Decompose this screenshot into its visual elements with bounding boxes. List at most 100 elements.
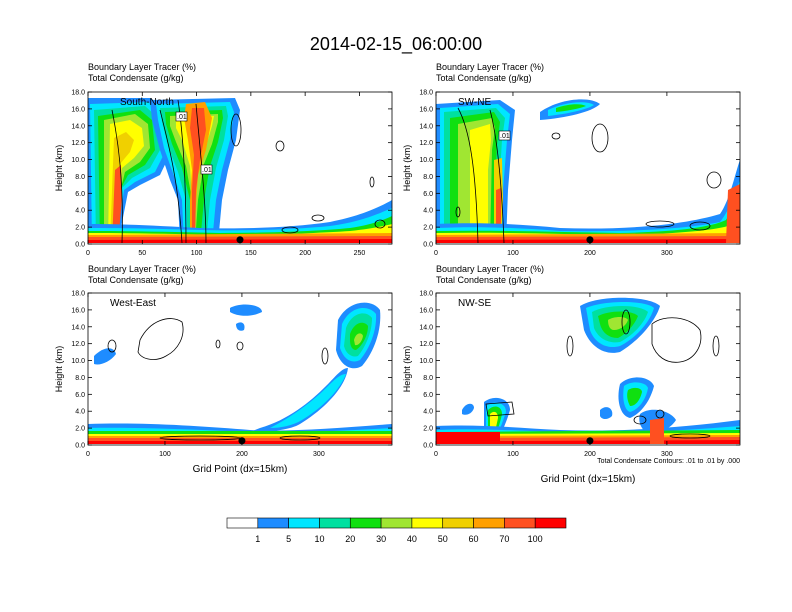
- colorbar-swatch: [411, 517, 444, 529]
- colorbar-swatch: [226, 517, 259, 529]
- x-tick-label: 0: [86, 451, 90, 458]
- y-tick-label: 8.0: [75, 174, 85, 181]
- x-tick-label: 300: [661, 451, 673, 458]
- x-tick-label: 100: [507, 451, 519, 458]
- y-tick-label: 12.0: [71, 140, 85, 147]
- location-marker: [586, 236, 594, 244]
- x-axis: 0 50 100 150 200 250: [86, 92, 365, 257]
- y-tick-label: 2.0: [75, 426, 85, 433]
- x-tick-label: 100: [159, 451, 171, 458]
- panel-nw-se: Boundary Layer Tracer (%) Total Condensa…: [402, 264, 741, 485]
- plot-frame: [87, 91, 393, 245]
- contour-note: Total Condensate Contours: .01 to .01 by…: [597, 458, 740, 465]
- x-axis: 0 100 200 300: [86, 293, 325, 458]
- y-tick-label: 12.0: [419, 140, 433, 147]
- y-tick-label: 4.0: [75, 409, 85, 416]
- x-tick-label: 250: [354, 250, 366, 257]
- y-axis: 0.0 2.0 4.0 6.0 8.0 10.0 12.0 14.0 16.0 18.0: [419, 291, 740, 450]
- y-axis-label: Height (km): [54, 346, 64, 393]
- y-tick-label: 14.0: [71, 324, 85, 331]
- colorbar-swatch: [319, 517, 351, 529]
- colorbar-label: 30: [376, 534, 386, 544]
- colorbar-label: 70: [499, 534, 509, 544]
- y-tick-label: 2.0: [75, 225, 85, 232]
- x-tick-label: 150: [245, 250, 257, 257]
- y-tick-label: 16.0: [71, 106, 85, 113]
- panel-label-box-2: [200, 164, 213, 175]
- panel-label-box-1: [498, 130, 511, 141]
- y-tick-label: 16.0: [419, 307, 433, 314]
- y-axis-label: Height (km): [402, 346, 412, 393]
- panel-header-line2: Total Condensate (g/kg): [436, 275, 532, 285]
- y-tick-label: 6.0: [423, 191, 433, 198]
- colorbar-swatch: [349, 517, 382, 529]
- location-marker: [238, 437, 246, 445]
- y-tick-label: 0.0: [75, 443, 85, 450]
- panel-south-north: Boundary Layer Tracer (%) Total Condensa…: [54, 62, 393, 257]
- y-tick-label: 8.0: [75, 375, 85, 382]
- y-tick-label: 14.0: [419, 324, 433, 331]
- x-tick-label: 0: [86, 250, 90, 257]
- colorbar: 1 5 10 20 30 40 50 60 70 100: [226, 517, 567, 544]
- colorbar-label: 5: [286, 534, 291, 544]
- colorbar-label: 1: [255, 534, 260, 544]
- x-axis-label: Grid Point (dx=15km): [541, 474, 636, 485]
- panel-name: West-East: [110, 298, 156, 309]
- tracer-field: [88, 302, 392, 444]
- figure-title: 2014-02-15_06:00:00: [310, 34, 482, 55]
- y-tick-label: 18.0: [71, 90, 85, 97]
- x-tick-label: 200: [236, 451, 248, 458]
- y-tick-label: 16.0: [71, 307, 85, 314]
- y-tick-label: 0.0: [423, 443, 433, 450]
- y-tick-label: 4.0: [423, 208, 433, 215]
- colorbar-swatch: [288, 517, 320, 529]
- y-tick-label: 10.0: [71, 358, 85, 365]
- panel-name: South-North: [120, 97, 174, 108]
- panel-header-line1: Boundary Layer Tracer (%): [436, 62, 544, 72]
- y-tick-label: 4.0: [423, 409, 433, 416]
- y-tick-label: 14.0: [419, 123, 433, 130]
- panel-sw-ne: Boundary Layer Tracer (%) Total Condensa…: [402, 62, 741, 257]
- x-tick-label: 200: [584, 451, 596, 458]
- location-marker: [586, 437, 594, 445]
- plot-frame: [435, 292, 741, 446]
- y-tick-label: 6.0: [75, 392, 85, 399]
- x-tick-label: 0: [434, 250, 438, 257]
- panel-name: SW-NE: [458, 97, 491, 108]
- colorbar-label: 40: [407, 534, 417, 544]
- x-tick-label: 200: [584, 250, 596, 257]
- y-tick-label: 6.0: [423, 392, 433, 399]
- y-axis: 0.0 2.0 4.0 6.0 8.0 10.0 12.0 14.0 16.0 18.0: [419, 90, 740, 249]
- panel-name: NW-SE: [458, 298, 491, 309]
- y-tick-label: 12.0: [419, 341, 433, 348]
- panel-header-line1: Boundary Layer Tracer (%): [436, 264, 544, 274]
- x-tick-label: 100: [191, 250, 203, 257]
- panel-label-box-1: [175, 111, 188, 122]
- condensate-contours: [455, 107, 722, 244]
- y-tick-label: 12.0: [71, 341, 85, 348]
- x-tick-label: 200: [299, 250, 311, 257]
- x-tick-label: 300: [313, 451, 325, 458]
- y-tick-label: 10.0: [71, 157, 85, 164]
- panel-contour-label-1: .01: [177, 114, 187, 121]
- colorbar-swatch: [442, 517, 474, 529]
- colorbar-label: 50: [438, 534, 448, 544]
- y-axis-label: Height (km): [54, 145, 64, 192]
- x-tick-label: 100: [507, 250, 519, 257]
- y-tick-label: 8.0: [423, 375, 433, 382]
- condensate-contours: [107, 318, 329, 441]
- colorbar-swatch: [504, 517, 536, 529]
- panel-header-line1: Boundary Layer Tracer (%): [88, 62, 196, 72]
- colorbar-swatch: [380, 517, 413, 529]
- y-tick-label: 18.0: [419, 291, 433, 298]
- panel-header-line2: Total Condensate (g/kg): [436, 73, 532, 83]
- y-tick-label: 0.0: [75, 242, 85, 249]
- y-tick-label: 10.0: [419, 358, 433, 365]
- y-tick-label: 2.0: [423, 225, 433, 232]
- y-tick-label: 16.0: [419, 106, 433, 113]
- colorbar-swatch: [473, 517, 505, 529]
- y-axis-label: Height (km): [402, 145, 412, 192]
- y-tick-label: 8.0: [423, 174, 433, 181]
- x-tick-label: 0: [434, 451, 438, 458]
- y-tick-label: 2.0: [423, 426, 433, 433]
